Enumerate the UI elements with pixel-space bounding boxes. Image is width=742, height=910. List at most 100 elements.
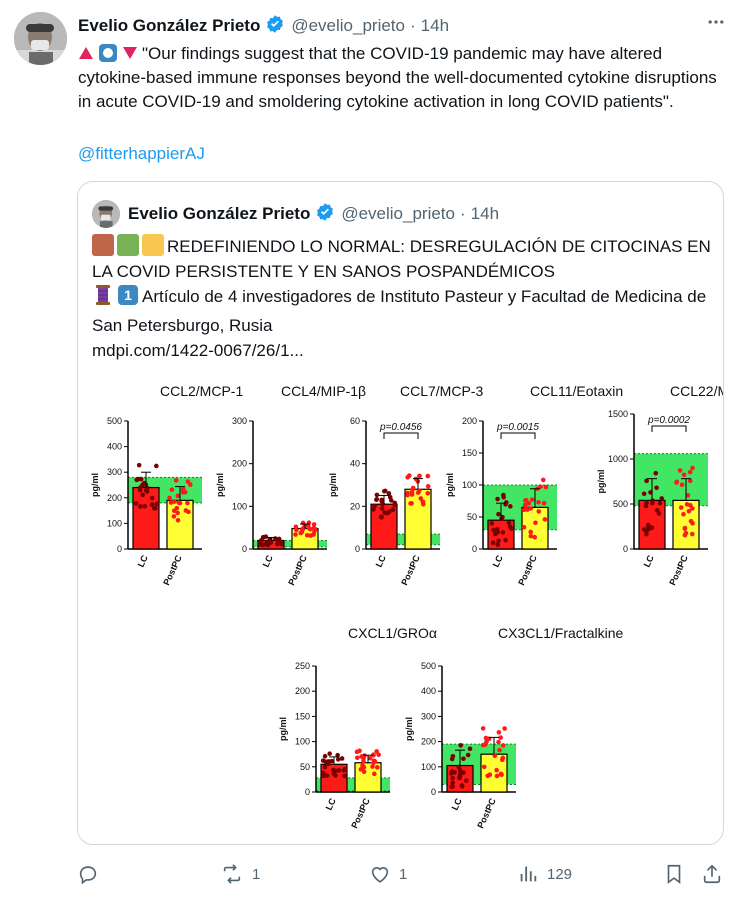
y-tick-label: 1000: [608, 454, 628, 464]
y-tick-label: 300: [421, 711, 436, 721]
data-point: [496, 739, 501, 745]
data-point: [644, 478, 649, 484]
bookmark-button[interactable]: [663, 858, 685, 890]
data-point: [678, 505, 684, 510]
data-point: [367, 755, 373, 761]
y-axis-label: pg/ml: [215, 473, 225, 497]
data-point: [499, 516, 504, 522]
data-point: [382, 488, 387, 494]
author-avatar[interactable]: [14, 12, 67, 65]
tweet-time[interactable]: 14h: [420, 16, 450, 35]
data-point: [154, 463, 159, 469]
data-point: [687, 478, 693, 484]
reply-button[interactable]: [77, 858, 107, 890]
data-point: [140, 492, 146, 498]
data-point: [529, 497, 535, 502]
data-point: [506, 520, 512, 526]
data-point: [450, 780, 455, 786]
data-point: [359, 754, 364, 759]
share-button[interactable]: [701, 858, 723, 890]
data-point: [293, 532, 298, 537]
quoted-link[interactable]: mdpi.com/1422-0067/26/1...: [92, 341, 304, 360]
like-button[interactable]: 1: [369, 858, 407, 890]
data-point: [491, 527, 496, 533]
bar-postpc: [166, 499, 194, 550]
data-point: [542, 517, 548, 522]
data-point: [494, 767, 499, 773]
p-value-label: p=0.0015: [496, 422, 539, 433]
data-point: [690, 465, 695, 471]
chart-title: CCL2/MCP-1: [160, 383, 243, 399]
y-tick-label: 60: [350, 416, 360, 426]
quoted-tweet[interactable]: Evelio González Prieto @evelio_prieto · …: [77, 181, 724, 845]
y-axis-label: pg/ml: [404, 717, 414, 741]
chart-title: CX3CL1/Fractalkine: [498, 625, 623, 641]
mention-link[interactable]: @fitterhappierAJ: [78, 144, 205, 163]
data-point: [484, 739, 489, 744]
data-point: [449, 784, 455, 790]
y-tick-label: 20: [350, 501, 360, 511]
brown-square-icon: [92, 234, 114, 256]
y-tick-label: 0: [623, 544, 628, 554]
emoji-row: [78, 43, 138, 63]
data-point: [257, 541, 263, 546]
quoted-time: 14h: [470, 204, 500, 223]
chart-title: CXCL1/GROα: [348, 625, 437, 641]
bookmark-icon: [667, 864, 681, 884]
data-point: [682, 526, 688, 532]
views-button[interactable]: 129: [517, 858, 572, 890]
data-point: [361, 758, 366, 764]
y-tick-label: 500: [421, 661, 436, 671]
data-point: [504, 500, 509, 505]
data-point: [496, 730, 502, 735]
data-point: [322, 764, 328, 770]
data-point: [279, 542, 285, 547]
author-handle[interactable]: @evelio_prieto: [291, 16, 405, 35]
data-point: [480, 726, 486, 731]
keycap-one-icon: 1: [117, 284, 139, 313]
like-count: 1: [399, 865, 408, 883]
data-point: [372, 503, 377, 509]
category-label: PostPC: [286, 553, 309, 587]
data-point: [521, 507, 527, 513]
data-point: [409, 492, 415, 497]
data-point: [498, 771, 504, 777]
data-point: [322, 753, 328, 759]
data-point: [357, 748, 362, 754]
data-point: [690, 506, 695, 511]
y-tick-label: 1500: [608, 409, 628, 419]
data-point: [464, 778, 469, 783]
data-point: [685, 493, 691, 498]
data-point: [425, 490, 431, 496]
more-options-icon[interactable]: [706, 12, 726, 38]
y-tick-label: 0: [472, 544, 477, 554]
data-point: [154, 501, 159, 507]
data-point: [379, 514, 384, 520]
category-label: LC: [642, 553, 656, 569]
data-point: [536, 509, 542, 514]
data-point: [372, 759, 378, 764]
data-point: [679, 482, 685, 488]
verified-badge-icon: [265, 14, 285, 39]
data-point: [480, 742, 486, 748]
data-point: [311, 522, 317, 527]
data-point: [654, 508, 660, 513]
y-tick-label: 100: [295, 737, 310, 747]
author-name[interactable]: Evelio González Prieto: [78, 16, 261, 35]
y-tick-label: 0: [431, 787, 436, 797]
data-point: [339, 756, 345, 761]
retweet-button[interactable]: 1: [220, 858, 260, 890]
quoted-author-name: Evelio González Prieto: [128, 204, 311, 223]
y-tick-label: 400: [107, 442, 122, 452]
data-point: [489, 521, 495, 526]
data-point: [311, 531, 317, 537]
data-point: [307, 526, 312, 531]
y-tick-label: 200: [232, 459, 247, 469]
data-point: [361, 769, 367, 775]
data-point: [457, 775, 462, 781]
data-point: [168, 500, 174, 505]
tweet-header: Evelio González Prieto @evelio_prieto · …: [78, 14, 726, 38]
data-point: [523, 498, 528, 503]
data-point: [683, 530, 689, 536]
